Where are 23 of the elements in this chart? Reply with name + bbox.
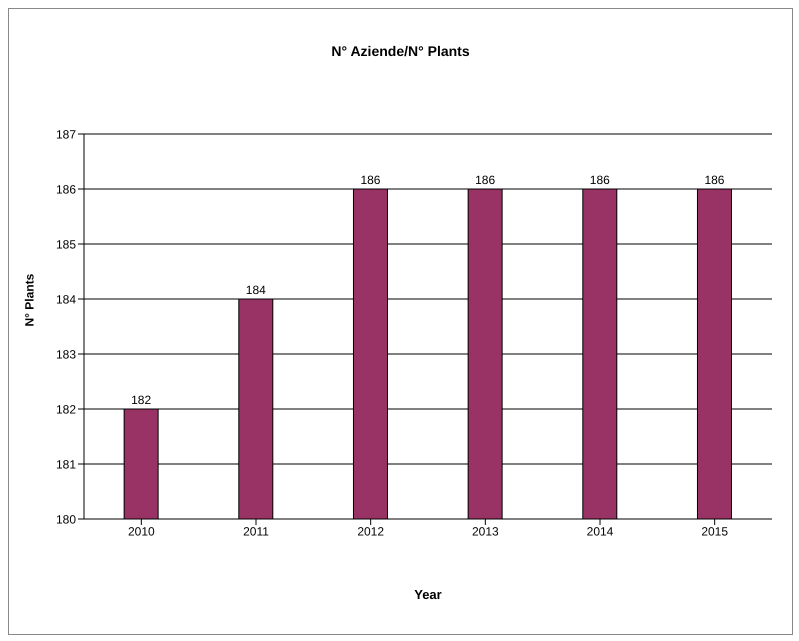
data-label: 186 (475, 173, 496, 187)
x-tick-label: 2013 (472, 524, 500, 539)
x-tick-label: 2014 (586, 524, 614, 539)
data-label: 186 (704, 173, 725, 187)
data-label: 186 (590, 173, 610, 187)
y-tick-label: 186 (56, 182, 76, 196)
y-tick-label: 181 (56, 457, 76, 472)
data-label: 184 (246, 283, 266, 297)
y-tick-label: 180 (56, 512, 76, 526)
y-tick-label: 182 (56, 402, 76, 416)
x-tick-label: 2015 (701, 524, 728, 539)
y-axis-title: N° Plants (22, 273, 36, 326)
y-tick-label: 185 (56, 237, 76, 252)
chart-title: N° Aziende/N° Plants (330, 43, 471, 59)
y-tick-label: 184 (56, 292, 76, 306)
x-tick-label: 2011 (243, 524, 270, 539)
data-label: 186 (360, 173, 381, 187)
x-axis-title: Year (413, 587, 443, 602)
x-tick-label: 2012 (357, 524, 384, 539)
y-tick-label: 183 (56, 347, 76, 362)
y-tick-label: 187 (56, 127, 76, 142)
data-label: 182 (131, 393, 152, 407)
x-tick-label: 2010 (128, 524, 156, 539)
